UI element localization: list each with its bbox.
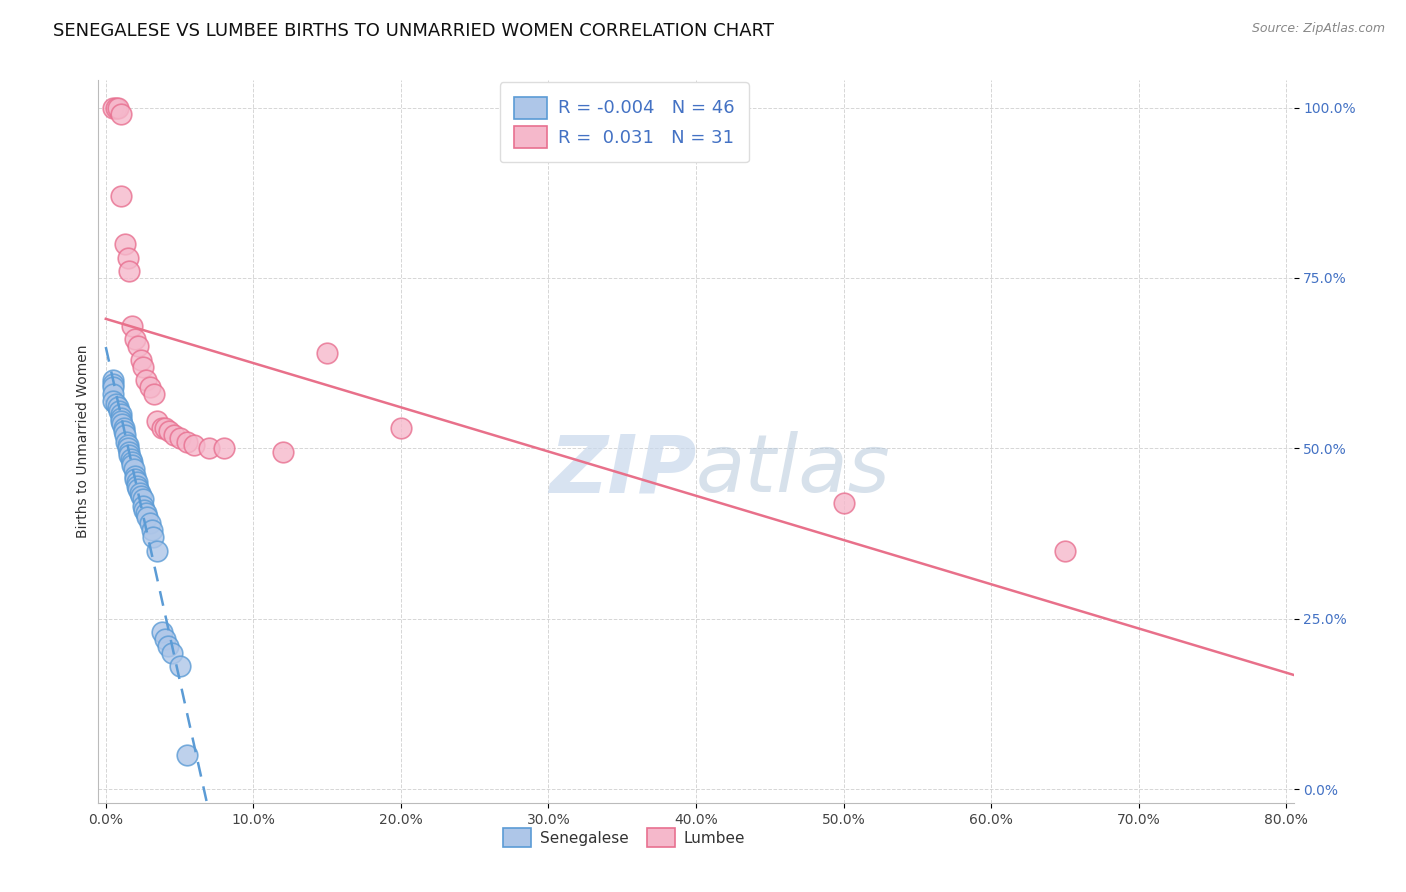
Point xyxy=(146,543,169,558)
Point xyxy=(120,451,142,466)
Point xyxy=(117,251,139,265)
Point xyxy=(112,421,135,435)
Point xyxy=(156,639,179,653)
Text: Source: ZipAtlas.com: Source: ZipAtlas.com xyxy=(1251,22,1385,36)
Point xyxy=(118,448,141,462)
Point xyxy=(212,442,235,456)
Point xyxy=(134,502,156,516)
Point xyxy=(118,264,141,278)
Point xyxy=(122,462,145,476)
Point xyxy=(111,417,134,432)
Point xyxy=(105,101,128,115)
Point xyxy=(135,373,157,387)
Point xyxy=(101,387,124,401)
Point xyxy=(176,434,198,449)
Point xyxy=(127,339,149,353)
Point xyxy=(832,496,855,510)
Point xyxy=(117,438,139,452)
Point xyxy=(135,506,157,520)
Point xyxy=(129,352,152,367)
Point xyxy=(124,332,146,346)
Point xyxy=(389,421,412,435)
Point xyxy=(169,431,191,445)
Point xyxy=(153,632,176,647)
Point xyxy=(150,625,173,640)
Point xyxy=(143,387,166,401)
Point xyxy=(101,373,124,387)
Point xyxy=(163,427,186,442)
Point xyxy=(139,516,162,531)
Point xyxy=(141,523,163,537)
Point xyxy=(124,468,146,483)
Point xyxy=(112,425,135,439)
Point xyxy=(127,482,149,496)
Point xyxy=(107,401,129,415)
Point xyxy=(160,646,183,660)
Point xyxy=(129,489,152,503)
Point xyxy=(271,444,294,458)
Point xyxy=(125,479,148,493)
Point xyxy=(1053,543,1076,558)
Point xyxy=(101,393,124,408)
Point xyxy=(121,455,143,469)
Point xyxy=(131,359,153,374)
Point xyxy=(169,659,191,673)
Point xyxy=(110,189,132,203)
Point xyxy=(110,410,132,425)
Point xyxy=(110,407,132,421)
Legend: Senegalese, Lumbee: Senegalese, Lumbee xyxy=(498,822,751,853)
Point xyxy=(114,236,136,251)
Point xyxy=(142,530,165,544)
Point xyxy=(101,376,124,391)
Point xyxy=(150,421,173,435)
Point xyxy=(124,472,146,486)
Point xyxy=(114,427,136,442)
Y-axis label: Births to Unmarried Women: Births to Unmarried Women xyxy=(76,345,90,538)
Point xyxy=(107,101,129,115)
Point xyxy=(125,475,148,490)
Point xyxy=(115,434,138,449)
Text: ZIP: ZIP xyxy=(548,432,696,509)
Point xyxy=(101,101,124,115)
Point xyxy=(146,414,169,428)
Point xyxy=(105,397,128,411)
Point xyxy=(131,500,153,514)
Point xyxy=(110,414,132,428)
Point xyxy=(117,442,139,456)
Point xyxy=(128,485,150,500)
Point xyxy=(153,421,176,435)
Point xyxy=(136,509,159,524)
Point xyxy=(121,318,143,333)
Point xyxy=(118,444,141,458)
Point xyxy=(121,458,143,473)
Point xyxy=(183,438,205,452)
Point xyxy=(101,380,124,394)
Text: atlas: atlas xyxy=(696,432,891,509)
Point xyxy=(110,107,132,121)
Point xyxy=(198,442,221,456)
Point xyxy=(316,346,339,360)
Point xyxy=(108,404,131,418)
Point xyxy=(139,380,162,394)
Point xyxy=(176,748,198,763)
Point xyxy=(131,492,153,507)
Text: SENEGALESE VS LUMBEE BIRTHS TO UNMARRIED WOMEN CORRELATION CHART: SENEGALESE VS LUMBEE BIRTHS TO UNMARRIED… xyxy=(53,22,775,40)
Point xyxy=(157,425,180,439)
